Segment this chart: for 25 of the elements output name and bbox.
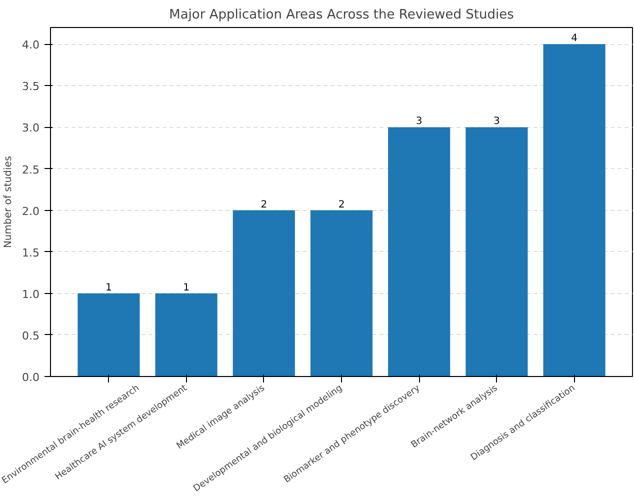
data-label: 1	[106, 282, 112, 294]
bar	[388, 127, 450, 376]
data-label: 4	[571, 33, 578, 44]
data-label: 2	[338, 199, 345, 210]
y-tick-label: 3.5	[22, 80, 40, 94]
y-tick-label: 4.0	[22, 38, 40, 52]
y-tick-label: 3.0	[22, 122, 40, 135]
bar	[543, 44, 606, 376]
bar	[155, 293, 218, 376]
y-tick-label: 0.0	[22, 371, 40, 384]
data-label: 2	[260, 199, 268, 210]
bar	[232, 210, 295, 376]
y-axis-title: Number of studies	[3, 156, 14, 248]
data-label: 1	[183, 282, 190, 294]
data-label: 3	[494, 116, 500, 128]
y-tick-label: 1.5	[22, 246, 40, 260]
y-tick-label: 2.0	[22, 204, 40, 218]
bar	[310, 210, 373, 376]
data-label: 3	[416, 116, 422, 128]
y-tick-label: 1.0	[22, 288, 40, 301]
chart-title: Major Application Areas Across the Reviewed Studies	[169, 8, 514, 22]
y-tick-label: 0.5	[22, 329, 40, 342]
bar	[466, 127, 528, 376]
bar	[78, 293, 140, 376]
y-tick-label: 2.5	[22, 163, 40, 176]
